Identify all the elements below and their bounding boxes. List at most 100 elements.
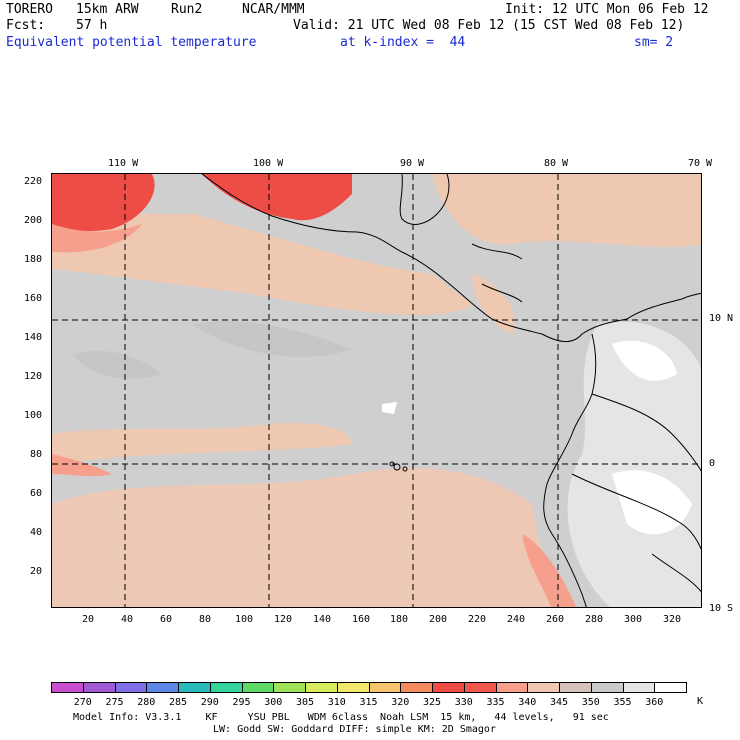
colorbar-swatch	[559, 682, 592, 693]
colorbar-label: 360	[645, 697, 664, 708]
x-tick: 220	[468, 614, 487, 625]
colorbar-label: 290	[200, 697, 219, 708]
y-tick: 220	[24, 176, 43, 187]
lat-label: 10 S	[709, 603, 734, 614]
galapagos-island	[402, 466, 408, 472]
header-model: TORERO	[6, 2, 53, 17]
footer-model-info: Model Info: V3.3.1 KF YSU PBL WDM 6class…	[73, 712, 609, 723]
colorbar-unit: K	[697, 696, 704, 707]
y-tick: 40	[30, 527, 43, 538]
footer-physics: LW: Godd SW: Goddard DIFF: simple KM: 2D…	[213, 724, 496, 735]
field-title: Equivalent potential temperature	[6, 35, 257, 50]
colorbar-label: 355	[613, 697, 632, 708]
y-tick: 100	[24, 410, 43, 421]
colorbar-label: 300	[264, 697, 283, 708]
y-tick: 60	[30, 488, 43, 499]
coastlines	[201, 174, 701, 607]
y-tick: 140	[24, 332, 43, 343]
colorbar-swatch	[527, 682, 560, 693]
border-peru	[571, 473, 701, 551]
x-tick: 40	[121, 614, 134, 625]
coastline-south-america-west	[543, 333, 597, 607]
x-tick: 140	[313, 614, 332, 625]
colorbar-swatch	[241, 682, 275, 693]
field-region-white-b	[612, 340, 677, 381]
colorbar-label: 325	[422, 697, 442, 708]
lon-label: 110 W	[108, 158, 139, 169]
header-fcst-value: 57 h	[76, 18, 108, 33]
colorbar-swatch	[590, 682, 624, 693]
colorbar-swatch	[495, 682, 529, 693]
x-tick: 20	[82, 614, 95, 625]
lon-label: 100 W	[253, 158, 284, 169]
y-tick: 20	[30, 566, 43, 577]
x-tick: 100	[235, 614, 254, 625]
smoothing-label: sm= 2	[634, 35, 674, 50]
x-tick: 120	[274, 614, 293, 625]
level-label: at k-index = 44	[340, 35, 466, 50]
y-tick: 200	[24, 215, 43, 226]
colorbar-swatch	[178, 682, 211, 693]
colorbar-swatch	[82, 682, 116, 693]
y-tick: 160	[24, 293, 43, 304]
header-run: Run2	[171, 2, 203, 17]
coastline-yucatan	[399, 174, 450, 225]
colorbar-label: 280	[137, 697, 156, 708]
header-fcst-label: Fcst:	[6, 18, 46, 33]
colorbar-swatch	[114, 682, 148, 693]
border-ecuador	[591, 393, 701, 472]
y-tick: 180	[24, 254, 43, 265]
x-tick: 280	[585, 614, 604, 625]
colorbar-label: 320	[391, 697, 410, 708]
x-tick: 60	[160, 614, 173, 625]
colorbar-label: 275	[105, 697, 124, 708]
colorbar-label: 295	[232, 697, 251, 708]
border-honduras	[471, 243, 523, 260]
colorbar-swatch	[146, 682, 179, 693]
header-org: NCAR/MMM	[242, 2, 305, 17]
field-region-salmon-nw	[52, 224, 142, 253]
colorbar-swatch	[654, 682, 687, 693]
colorbar-swatch	[336, 682, 370, 693]
colorbar-swatch	[463, 682, 497, 693]
border-nicaragua	[481, 283, 523, 303]
field-region-red-nw	[52, 174, 155, 232]
x-tick: 80	[199, 614, 212, 625]
latlon-grid	[52, 174, 701, 607]
colorbar-label: 270	[73, 697, 92, 708]
coastline-central-america	[201, 174, 628, 342]
field-region-peach-mid	[52, 422, 352, 464]
map-plot-area	[51, 173, 702, 608]
theta-e-field	[52, 174, 701, 607]
field-region-peach-gulf	[432, 174, 701, 247]
colorbar-swatch	[305, 682, 338, 693]
y-tick: 120	[24, 371, 43, 382]
field-region-salmon-peru	[522, 534, 577, 607]
colorbar-label: 305	[295, 697, 315, 708]
colorbar-swatch	[368, 682, 402, 693]
x-tick: 160	[352, 614, 371, 625]
field-region-gray-b	[192, 321, 352, 357]
x-tick: 300	[624, 614, 643, 625]
colorbar-label: 335	[486, 697, 505, 708]
lat-label: 0	[709, 458, 716, 469]
colorbar-label: 350	[581, 697, 600, 708]
x-tick: 200	[429, 614, 448, 625]
field-region-salmon-west	[52, 454, 112, 477]
colorbar-swatch	[209, 682, 243, 693]
colorbar-swatch	[400, 682, 433, 693]
header-resolution: 15km ARW	[76, 2, 139, 17]
colorbar-swatch	[273, 682, 306, 693]
colorbar-label: 310	[327, 697, 346, 708]
header-init: Init: 12 UTC Mon 06 Feb 12	[505, 2, 709, 17]
field-region-gray-a	[72, 350, 162, 379]
coastline-colombia-north	[626, 292, 701, 320]
lon-label: 70 W	[688, 158, 713, 169]
field-region-peach-panama	[472, 274, 515, 334]
colorbar-swatch	[432, 682, 465, 693]
colorbar-label: 340	[518, 697, 537, 708]
y-tick: 80	[30, 449, 43, 460]
x-tick: 240	[507, 614, 526, 625]
x-tick: 320	[663, 614, 682, 625]
field-region-peach-south	[52, 468, 552, 607]
